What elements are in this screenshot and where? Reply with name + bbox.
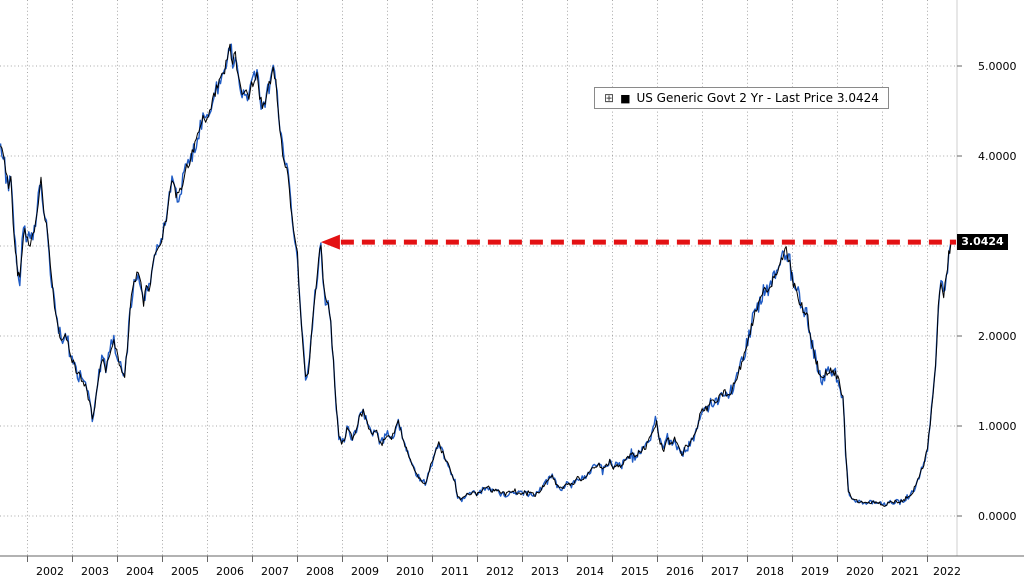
y-axis-tick-label: 1.0000: [978, 420, 1017, 433]
x-axis-year-label: 2003: [81, 565, 109, 578]
price-line: [0, 43, 952, 507]
x-axis-year-label: 2017: [711, 565, 739, 578]
x-axis-year-label: 2021: [891, 565, 919, 578]
x-axis-year-label: 2009: [351, 565, 379, 578]
x-axis-year-label: 2010: [396, 565, 424, 578]
x-axis-year-label: 2002: [36, 565, 64, 578]
gridlines: [0, 0, 957, 556]
last-price-arrow-head: [320, 234, 340, 250]
x-axis-year-label: 2014: [576, 565, 604, 578]
x-axis-year-label: 2013: [531, 565, 559, 578]
x-axis-year-label: 2022: [933, 565, 961, 578]
x-axis-year-label: 2016: [666, 565, 694, 578]
x-axis-year-label: 2020: [846, 565, 874, 578]
y-axis-tick-label: 4.0000: [978, 150, 1017, 163]
x-axis-year-label: 2008: [306, 565, 334, 578]
y-axis-tick-label: 2.0000: [978, 330, 1017, 343]
x-axis-year-label: 2018: [756, 565, 784, 578]
x-axis-year-label: 2004: [126, 565, 154, 578]
x-axis-year-label: 2011: [441, 565, 469, 578]
y-axis-tick-label: 0.0000: [978, 510, 1017, 523]
last-price-badge: 3.0424: [957, 234, 1008, 251]
x-axis-year-label: 2007: [261, 565, 289, 578]
x-axis-year-label: 2005: [171, 565, 199, 578]
legend-expand-icon[interactable]: ⊞: [604, 91, 615, 105]
legend-label: US Generic Govt 2 Yr - Last Price 3.0424: [636, 91, 879, 105]
legend[interactable]: ⊞ ■ US Generic Govt 2 Yr - Last Price 3.…: [594, 87, 889, 109]
y-axis-tick-label: 5.0000: [978, 60, 1017, 73]
x-axis-year-label: 2006: [216, 565, 244, 578]
x-axis-year-label: 2012: [486, 565, 514, 578]
legend-series-marker: ■: [620, 91, 631, 105]
x-axis-year-label: 2015: [621, 565, 649, 578]
price-line-accent: [0, 43, 952, 507]
x-axis-year-label: 2019: [801, 565, 829, 578]
